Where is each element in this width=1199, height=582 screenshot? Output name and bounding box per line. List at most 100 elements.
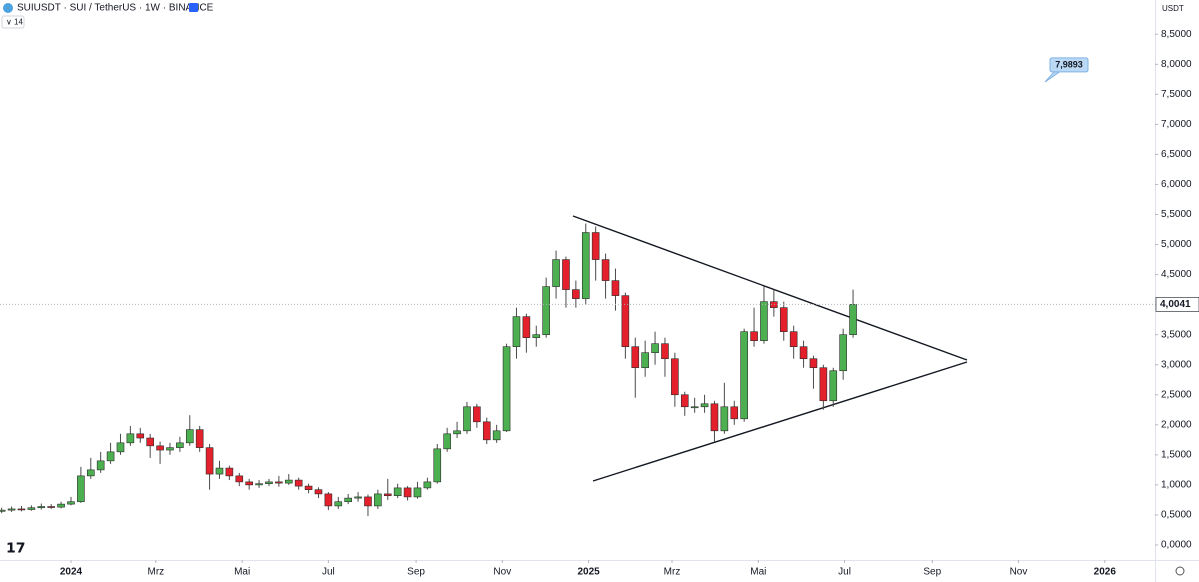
y-tick-label: 1,0000 [1161,480,1192,491]
candle-body [651,343,659,354]
candle-body [235,475,244,483]
candle-body [215,467,224,475]
y-tick-label: 2,0000 [1161,419,1192,430]
candle-body [116,442,125,453]
candle-body [453,430,461,435]
candle-body [512,316,521,347]
trend-line-upper [572,215,968,361]
candle-body [284,479,293,484]
candle-body [146,437,154,447]
candle-body [245,481,253,486]
candle-body [542,286,550,335]
candle-body [364,496,372,507]
candle-body [611,280,620,296]
symbol-icon [3,3,13,13]
last-price-label: 4,0041 [1160,299,1191,310]
y-tick-label: 6,5000 [1161,149,1192,160]
candle-body [473,406,481,423]
candle-body [839,334,847,372]
candle-body [225,467,234,477]
y-tick-label: 3,0000 [1161,359,1192,370]
candle-body [176,442,184,448]
candle-body [809,358,818,369]
candle-body [819,367,828,402]
indicator-label: 14 [14,18,23,27]
x-tick-label: Jul [322,567,335,578]
price-unit: USDT [1162,4,1184,13]
candle-body [631,346,640,369]
candle-body [522,316,531,338]
x-tick-label: Mai [750,567,766,578]
candle-body [7,508,16,511]
candle-body [730,406,739,420]
y-tick-label: 4,5000 [1161,269,1192,280]
candle-body [0,509,6,512]
annotation-box [1049,57,1089,73]
y-tick-label: 1,5000 [1161,449,1192,460]
candle-body [601,259,610,281]
candle-body [799,346,808,360]
candle-body [621,295,630,347]
x-tick-label: Jul [838,567,851,578]
candle-body [671,358,679,396]
candle-body [641,352,649,369]
logo: 𝟭𝟳 [6,540,25,556]
candle-body [829,370,838,402]
candle-body [255,483,263,486]
candle-body [443,433,451,450]
x-tick-label: 2025 [578,567,601,578]
x-tick-label: Mrz [147,567,164,578]
candle-body [17,508,26,511]
candle-body [700,403,709,408]
y-tick-label: 6,0000 [1161,179,1192,190]
last-price-box [1155,297,1199,312]
candle-body [37,506,46,509]
candle-body [374,493,382,507]
candle-body [482,421,491,441]
candle-body [166,447,174,451]
candle-body [532,334,541,338]
candle-body [27,507,36,510]
candle-body [779,307,788,332]
candle-body [265,481,273,484]
y-tick-label: 5,5000 [1161,209,1192,220]
candle-body [314,489,323,495]
y-tick-label: 0,0000 [1161,540,1192,551]
y-tick-label: 8,5000 [1161,29,1192,40]
candle-body [591,232,600,260]
candle-body [86,469,95,477]
x-tick-label: Mrz [664,567,681,578]
candle-body [354,496,362,499]
y-tick-label: 7,5000 [1161,89,1192,100]
candle-body [433,448,442,483]
indicator-box[interactable] [1,15,25,29]
candle-body [383,493,392,497]
candle-body [552,259,560,287]
candle-body [344,497,352,503]
candle-body [77,475,85,503]
trend-line-lower [592,361,968,482]
candle-body [304,485,313,490]
candle-body [463,406,471,432]
candle-body [740,331,748,420]
candle-body [849,304,857,335]
candle-body [67,501,75,505]
y-tick-label: 0,5000 [1161,510,1192,521]
candle-body [393,487,402,497]
candle-body [492,430,501,441]
candle-body [562,259,570,290]
candle-body [136,433,145,439]
candle-body [680,394,689,408]
candle-body [413,487,422,498]
candle-body [324,493,333,507]
candle-body [185,429,194,444]
candle-body [720,406,729,432]
annotation-label: 7,9893 [1055,59,1083,69]
x-tick-label: Sep [923,567,941,578]
settings-icon[interactable] [1175,566,1185,576]
candle-body [106,451,115,462]
y-tick-label: 7,0000 [1161,119,1192,130]
candle-body [710,403,719,432]
x-tick-label: Sep [407,567,425,578]
